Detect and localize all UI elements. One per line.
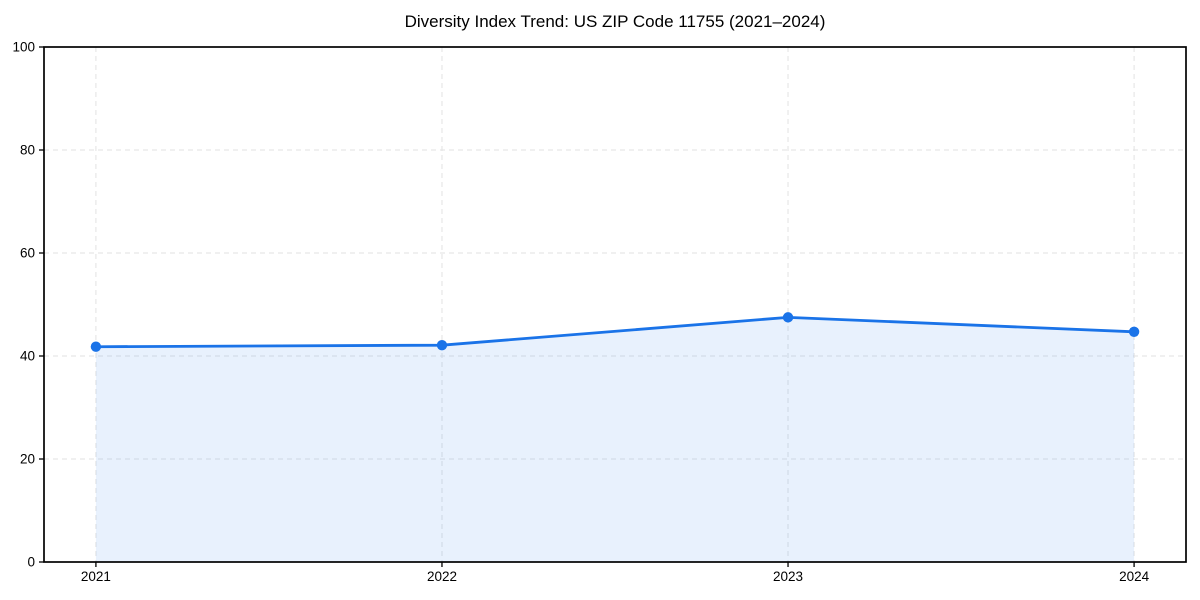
y-tick-label: 60: [20, 246, 35, 261]
y-tick-label: 80: [20, 143, 35, 158]
chart-title: Diversity Index Trend: US ZIP Code 11755…: [404, 12, 826, 31]
x-tick-label: 2022: [427, 569, 457, 584]
x-tick-label: 2021: [81, 569, 111, 584]
data-point: [436, 339, 448, 351]
data-point: [90, 341, 102, 352]
trend-line: [94, 315, 1136, 349]
area-fill: [95, 317, 1135, 562]
x-tick-label: 2023: [773, 569, 803, 584]
y-tick-label: 100: [12, 40, 35, 55]
y-tick-label: 0: [27, 555, 35, 570]
data-point: [1128, 326, 1140, 337]
plot-border: [43, 46, 1187, 563]
data-point: [782, 312, 794, 323]
y-tick-label: 40: [20, 349, 35, 364]
x-tick-label: 2024: [1119, 569, 1150, 584]
y-tick-label: 20: [20, 452, 35, 467]
